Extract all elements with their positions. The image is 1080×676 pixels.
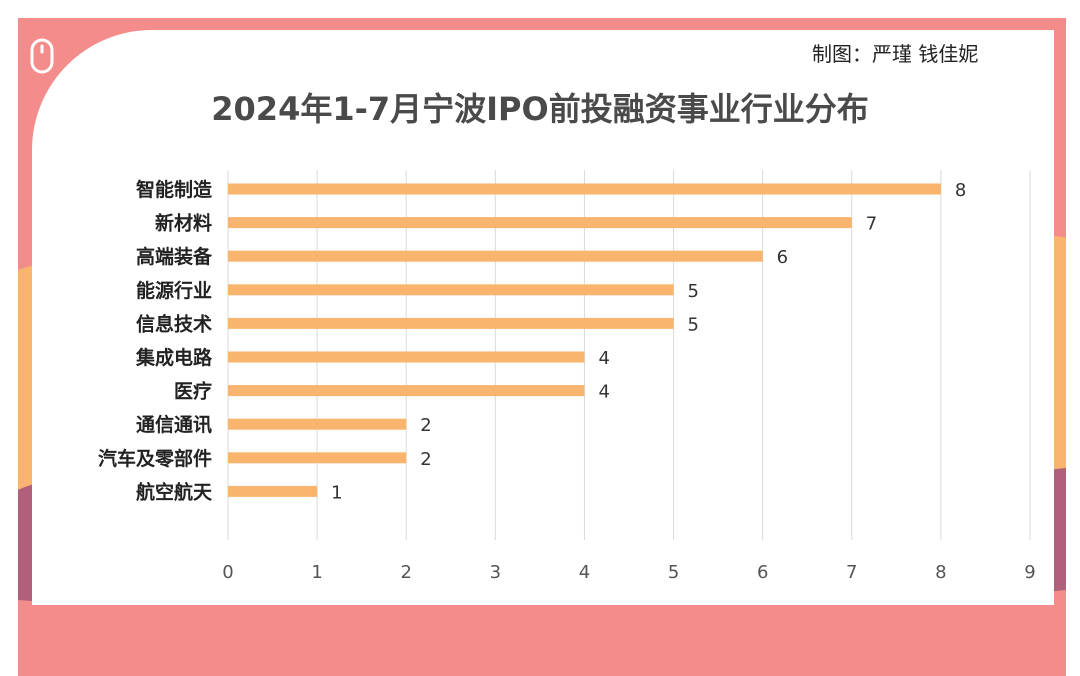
bar [228, 418, 407, 430]
x-tick-label: 0 [222, 562, 233, 583]
category-label: 航空航天 [136, 480, 213, 503]
data-label: 5 [688, 314, 699, 335]
bar [228, 485, 318, 497]
mouse-icon [30, 38, 54, 74]
data-label: 1 [331, 482, 342, 503]
data-label: 2 [420, 415, 431, 436]
data-label: 6 [777, 247, 788, 268]
category-label: 新材料 [155, 212, 212, 235]
category-label: 医疗 [174, 380, 212, 403]
bar [228, 183, 941, 195]
x-tick-label: 5 [668, 562, 679, 583]
data-label: 2 [420, 449, 431, 470]
x-tick-label: 8 [935, 562, 946, 583]
category-label: 高端装备 [136, 245, 213, 268]
chart-card [32, 30, 1054, 605]
data-label: 4 [598, 382, 609, 403]
category-label: 集成电路 [135, 346, 213, 369]
x-tick-label: 4 [579, 562, 590, 583]
data-label: 8 [955, 180, 966, 201]
x-tick-label: 2 [400, 562, 411, 583]
x-tick-label: 1 [311, 562, 322, 583]
x-tick-label: 3 [490, 562, 501, 583]
bar [228, 385, 585, 397]
category-label: 信息技术 [136, 312, 212, 335]
category-label: 能源行业 [136, 279, 212, 302]
data-label: 7 [866, 214, 877, 235]
category-label: 通信通讯 [136, 413, 212, 436]
x-tick-label: 9 [1024, 562, 1035, 583]
bar [228, 250, 763, 262]
x-tick-label: 7 [846, 562, 857, 583]
bar [228, 452, 407, 464]
data-label: 5 [688, 281, 699, 302]
bar [228, 284, 674, 296]
frame-bottom-wave [18, 590, 1066, 664]
bar [228, 351, 585, 363]
bar [228, 317, 674, 329]
bar [228, 217, 852, 229]
author-credit: 制图：严瑾 钱佳妮 [812, 42, 979, 66]
chart-title: 2024年1-7月宁波IPO前投融资事业行业分布 [211, 90, 869, 128]
category-label: 智能制造 [136, 178, 213, 201]
x-tick-label: 6 [757, 562, 768, 583]
data-label: 4 [598, 348, 609, 369]
category-label: 汽车及零部件 [98, 447, 212, 470]
